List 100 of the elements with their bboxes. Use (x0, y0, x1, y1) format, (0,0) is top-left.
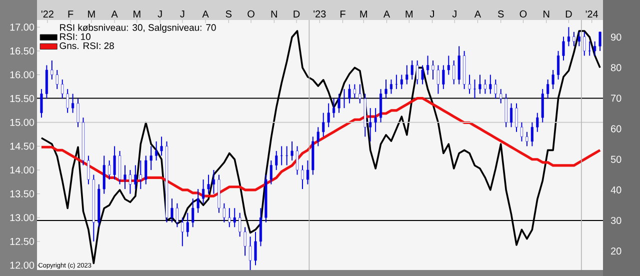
y-tick-label: 12.50 (10, 238, 34, 245)
x-tick-label: A (383, 10, 390, 18)
candlestick (557, 50, 560, 80)
candlestick (301, 164, 304, 190)
candlestick (348, 84, 351, 104)
x-tick-label: O (520, 10, 527, 18)
y-tick-label: 13.50 (10, 190, 34, 198)
candlestick (572, 31, 576, 47)
candlestick (594, 40, 596, 56)
candlestick (66, 88, 69, 114)
candlestick (134, 164, 137, 190)
y-tick-label: 13.00 (10, 214, 34, 222)
candlestick (369, 108, 372, 142)
candlestick (327, 102, 330, 128)
candlestick (102, 155, 106, 194)
candlestick (468, 74, 471, 94)
candlestick (322, 112, 325, 138)
candlestick (270, 160, 272, 185)
candlestick (150, 146, 152, 170)
y2-tick-label: 60 (611, 125, 622, 132)
candlestick (176, 202, 178, 228)
candlestick (520, 122, 523, 142)
candlestick (45, 64, 48, 100)
candlestick (494, 79, 497, 100)
candlestick (484, 79, 486, 94)
candlestick (583, 31, 586, 56)
legend-label: RSI: 10 (60, 33, 90, 40)
candlestick (578, 31, 580, 47)
x-tick-label: '24 (586, 10, 598, 18)
candlestick (228, 208, 231, 228)
candlestick (286, 146, 288, 166)
candlestick (316, 126, 320, 147)
candlestick (526, 131, 528, 147)
x-tick-label: O (248, 10, 254, 18)
candlestick (170, 198, 174, 223)
candlestick (212, 169, 216, 194)
candlestick (400, 74, 403, 90)
x-tick-label: S (498, 10, 504, 18)
candlestick (436, 64, 440, 94)
x-tick-label: M (406, 10, 412, 18)
candlestick (181, 217, 184, 247)
candlestick (233, 208, 236, 228)
y2-tick-label: 50 (610, 156, 622, 163)
candlestick (473, 79, 476, 100)
candlestick (416, 60, 419, 85)
y-tick-label: 15.50 (10, 95, 34, 102)
candlestick (515, 102, 518, 132)
x-tick-label: A (474, 10, 482, 18)
candlestick (139, 160, 142, 190)
candlestick (207, 174, 210, 194)
candlestick (87, 155, 90, 185)
x-tick-label: N (271, 10, 277, 18)
x-tick-label: D (294, 10, 300, 18)
y-tick-label: 14.50 (10, 142, 34, 150)
candlestick (306, 160, 309, 185)
candlestick (50, 60, 54, 80)
candlestick (238, 212, 242, 238)
candlestick (536, 112, 539, 132)
y-tick-label: 15.00 (10, 118, 34, 126)
candlestick (259, 208, 262, 247)
candlestick (442, 64, 445, 90)
candlestick (155, 140, 158, 161)
y2-tick-label: 30 (610, 216, 622, 224)
candlestick (353, 84, 356, 100)
candlestick (447, 55, 450, 76)
x-tick-label: M (360, 10, 367, 18)
x-tick-label: N (544, 10, 550, 18)
candlestick (254, 231, 257, 266)
candlestick (432, 60, 434, 80)
candlestick (160, 136, 163, 156)
y-tick-label: 16.50 (10, 47, 34, 54)
candlestick (588, 40, 591, 56)
y2-tick-label: 70 (611, 94, 622, 102)
candlestick (61, 79, 64, 100)
candlestick (358, 84, 362, 104)
candlestick (546, 79, 550, 100)
candlestick (40, 88, 43, 118)
candlestick (598, 31, 602, 52)
candlestick (192, 198, 194, 228)
y2-tick-label: 90 (611, 34, 622, 41)
x-tick-label: F (340, 10, 346, 18)
candlestick (244, 226, 246, 256)
candlestick (390, 79, 392, 94)
candlestick (452, 60, 456, 85)
candlestick (124, 164, 126, 190)
candlestick (500, 88, 502, 104)
x-tick-label: J (430, 10, 434, 18)
candlestick (504, 93, 508, 128)
candlestick (374, 108, 377, 132)
x-tick-label: F (68, 10, 74, 18)
x-tick-label: M (134, 10, 140, 18)
x-tick-label: J (158, 10, 162, 18)
candlestick (567, 26, 570, 47)
candlestick (290, 140, 294, 161)
candlestick (478, 74, 482, 94)
candlestick (196, 188, 200, 214)
x-tick-label: M (88, 10, 95, 18)
y-tick-label: 12.00 (10, 262, 34, 269)
x-tick-label: A (111, 10, 118, 18)
x-tick-label: S (226, 10, 232, 18)
